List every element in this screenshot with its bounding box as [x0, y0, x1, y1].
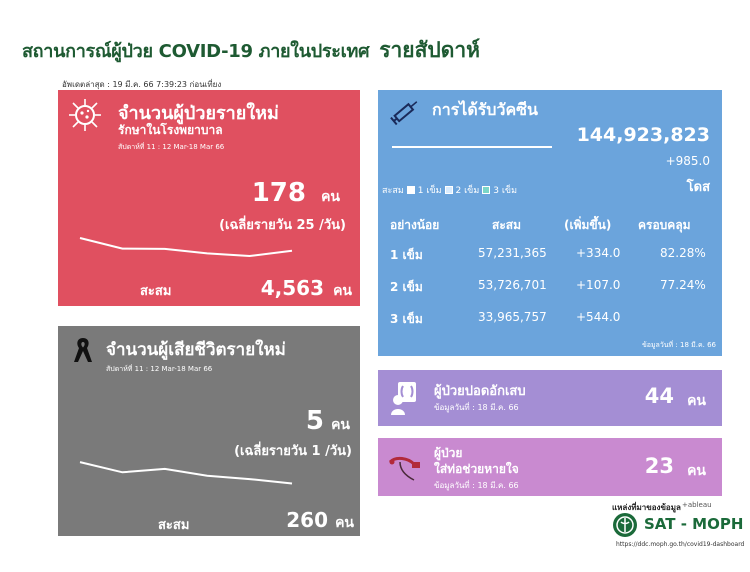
vaccine-divider [392, 146, 552, 148]
ventilator-date: ข้อมูลวันที่ : 18 มี.ค. 66 [434, 481, 519, 490]
ventilator-title-line1: ผู้ป่วย [434, 446, 463, 460]
legend-swatch-1 [406, 186, 415, 194]
new-cases-unit: คน [321, 189, 340, 205]
pneumonia-unit: คน [687, 393, 706, 409]
vaccine-date: ข้อมูลวันที่ : 18 มี.ค. 66 [641, 341, 716, 349]
row-coverage: 82.28% [660, 246, 706, 260]
new-cases-total-unit: คน [333, 283, 352, 299]
deaths-total: 260 [286, 508, 328, 532]
virus-icon [69, 99, 101, 131]
black-ribbon-icon [74, 338, 92, 362]
col-header-increase: (เพิ่มขึ้น) [564, 218, 612, 232]
vaccine-total: 144,923,823 [576, 124, 710, 146]
row-dose: 1 เข็ม [390, 248, 423, 262]
sat-moph-logo: SAT - MOPH [644, 515, 744, 533]
new-cases-title: จำนวนผู้ป่วยรายใหม่ [118, 103, 279, 124]
ventilator-tube-icon [388, 456, 420, 481]
row-increase: +334.0 [576, 246, 621, 260]
vaccine-legend: สะสม 1 เข็ม 2 เข็ม 3 เข็ม [382, 183, 517, 197]
row-total: 57,231,365 [478, 246, 547, 260]
source-label: แหล่งที่มาของข้อมูล [612, 503, 681, 512]
deaths-card[interactable]: จำนวนผู้เสียชีวิตรายใหม่ สัปดาห์ที่ 11 :… [58, 326, 360, 536]
ventilator-unit: คน [687, 463, 706, 479]
pneumonia-card[interactable]: ผู้ป่วยปอดอักเสบ ข้อมูลวันที่ : 18 มี.ค.… [378, 370, 722, 426]
tableau-logo: +ableau [682, 501, 712, 509]
last-updated: อัพเดตล่าสุด : 19 มี.ค. 66 7:39:23 ก่อนเ… [62, 80, 222, 89]
new-cases-avg: (เฉลี่ยรายวัน 25 /วัน) [219, 218, 346, 233]
legend-dose-3[interactable]: 3 เข็ม [493, 186, 518, 196]
ventilator-card[interactable]: ผู้ป่วย ใส่ท่อช่วยหายใจ ข้อมูลวันที่ : 1… [378, 438, 722, 496]
col-header-dose: อย่างน้อย [390, 218, 440, 232]
pneumonia-value: 44 [644, 384, 674, 408]
vaccine-unit: โดส [686, 180, 710, 195]
deaths-avg: (เฉลี่ยรายวัน 1 /วัน) [234, 444, 352, 459]
vaccine-card[interactable]: การได้รับวัคซีน 144,923,823 +985.0 โดส ส… [378, 90, 722, 356]
new-cases-subtitle: รักษาในโรงพยาบาล [118, 123, 223, 137]
legend-swatch-2 [444, 186, 453, 194]
row-increase: +107.0 [576, 278, 621, 292]
vaccine-increase: +985.0 [665, 154, 710, 168]
row-dose: 3 เข็ม [390, 312, 423, 326]
page-title-main: สถานการณ์ผู้ป่วย COVID-19 ภายในประเทศ [22, 41, 370, 62]
row-total: 53,726,701 [478, 278, 547, 292]
pneumonia-title: ผู้ป่วยปอดอักเสบ [434, 384, 526, 399]
vaccine-table-header: อย่างน้อย สะสม (เพิ่มขึ้น) ครอบคลุม [378, 216, 722, 236]
row-coverage: 77.24% [660, 278, 706, 292]
page-title: สถานการณ์ผู้ป่วย COVID-19 ภายในประเทศ รา… [22, 34, 480, 62]
new-cases-value: 178 [251, 178, 306, 208]
pneumonia-date: ข้อมูลวันที่ : 18 มี.ค. 66 [434, 403, 519, 412]
source-url[interactable]: https://ddc.moph.go.th/covid19-dashboard [616, 541, 745, 548]
table-row: 1 เข็ม 57,231,365 +334.0 82.28% [378, 246, 722, 266]
row-total: 33,965,757 [478, 310, 547, 324]
col-header-total: สะสม [492, 218, 522, 232]
row-increase: +544.0 [576, 310, 621, 324]
deaths-value: 5 [305, 406, 324, 436]
legend-swatch-3 [482, 186, 491, 194]
row-dose: 2 เข็ม [390, 280, 423, 294]
deaths-title: จำนวนผู้เสียชีวิตรายใหม่ [106, 340, 286, 360]
new-cases-total: 4,563 [260, 276, 324, 300]
deaths-week: สัปดาห์ที่ 11 : 12 Mar-18 Mar 66 [106, 365, 213, 373]
ventilator-title-line2: ใส่ท่อช่วยหายใจ [434, 462, 519, 476]
legend-dose-2[interactable]: 2 เข็ม [455, 186, 480, 196]
lung-xray-icon [391, 382, 416, 415]
legend-prefix: สะสม [382, 186, 404, 196]
new-cases-sparkline [79, 237, 293, 258]
page-title-weekly: รายสัปดาห์ [379, 38, 480, 62]
legend-dose-1[interactable]: 1 เข็ม [417, 186, 442, 196]
vaccine-title: การได้รับวัคซีน [432, 100, 538, 119]
syringe-icon [390, 101, 418, 126]
deaths-sparkline [79, 461, 293, 485]
moph-logo-icon [613, 513, 637, 537]
new-cases-week: สัปดาห์ที่ 11 : 12 Mar-18 Mar 66 [118, 143, 225, 151]
new-cases-card[interactable]: จำนวนผู้ป่วยรายใหม่ รักษาในโรงพยาบาล สัป… [58, 90, 360, 306]
table-row: 2 เข็ม 53,726,701 +107.0 77.24% [378, 278, 722, 298]
deaths-total-unit: คน [335, 515, 354, 531]
new-cases-total-label: สะสม [140, 284, 172, 299]
ventilator-value: 23 [644, 454, 674, 478]
col-header-coverage: ครอบคลุม [638, 218, 691, 232]
table-row: 3 เข็ม 33,965,757 +544.0 [378, 310, 722, 330]
deaths-unit: คน [331, 417, 350, 433]
deaths-total-label: สะสม [158, 518, 190, 533]
